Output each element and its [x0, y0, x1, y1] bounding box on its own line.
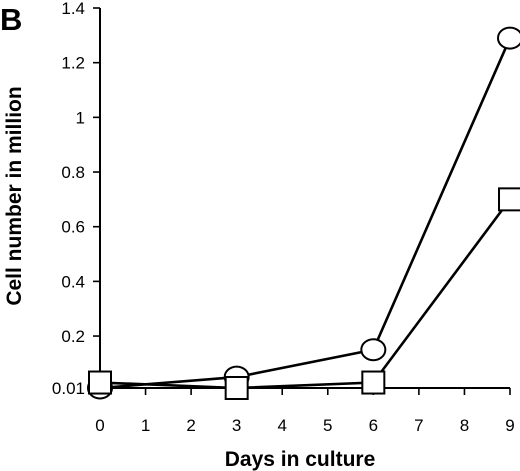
y-tick-label: 0.01 [52, 379, 85, 398]
x-tick-label: 0 [95, 416, 104, 435]
x-tick-label: 6 [369, 416, 378, 435]
y-axis-title: Cell number in million [3, 86, 26, 305]
square-marker [361, 370, 386, 395]
x-tick-label: 4 [277, 416, 286, 435]
x-ticks: 0 1 2 3 4 5 6 7 8 9 [95, 388, 515, 435]
axes [99, 8, 510, 389]
series-group [87, 26, 520, 400]
y-tick-label: 0.8 [61, 163, 85, 182]
x-tick-label: 8 [460, 416, 469, 435]
y-tick-label: 0.6 [61, 218, 85, 237]
x-axis-title: Days in culture [225, 448, 376, 471]
x-tick-label: 9 [505, 416, 514, 435]
square-marker [88, 370, 112, 395]
panel-label: B [0, 2, 22, 37]
series-line-circle [99, 37, 512, 390]
circle-marker [497, 26, 520, 50]
circle-marker [360, 338, 387, 362]
square-marker [224, 376, 249, 400]
x-tick-label: 7 [414, 416, 423, 435]
y-tick-label: 0.4 [61, 272, 85, 291]
y-tick-label: 1.2 [61, 54, 85, 73]
x-tick-label: 5 [323, 416, 332, 435]
series-line-square [99, 198, 512, 390]
y-tick-label: 1 [76, 108, 85, 127]
y-tick-label: 0.2 [61, 327, 85, 346]
x-tick-label: 2 [186, 416, 195, 435]
y-ticks: 0.01 0.2 0.4 0.6 0.8 1 1.2 1.4 [52, 0, 100, 398]
y-tick-label: 1.4 [61, 0, 85, 18]
x-tick-label: 3 [232, 416, 241, 435]
x-tick-label: 1 [141, 416, 150, 435]
square-marker [498, 187, 520, 212]
